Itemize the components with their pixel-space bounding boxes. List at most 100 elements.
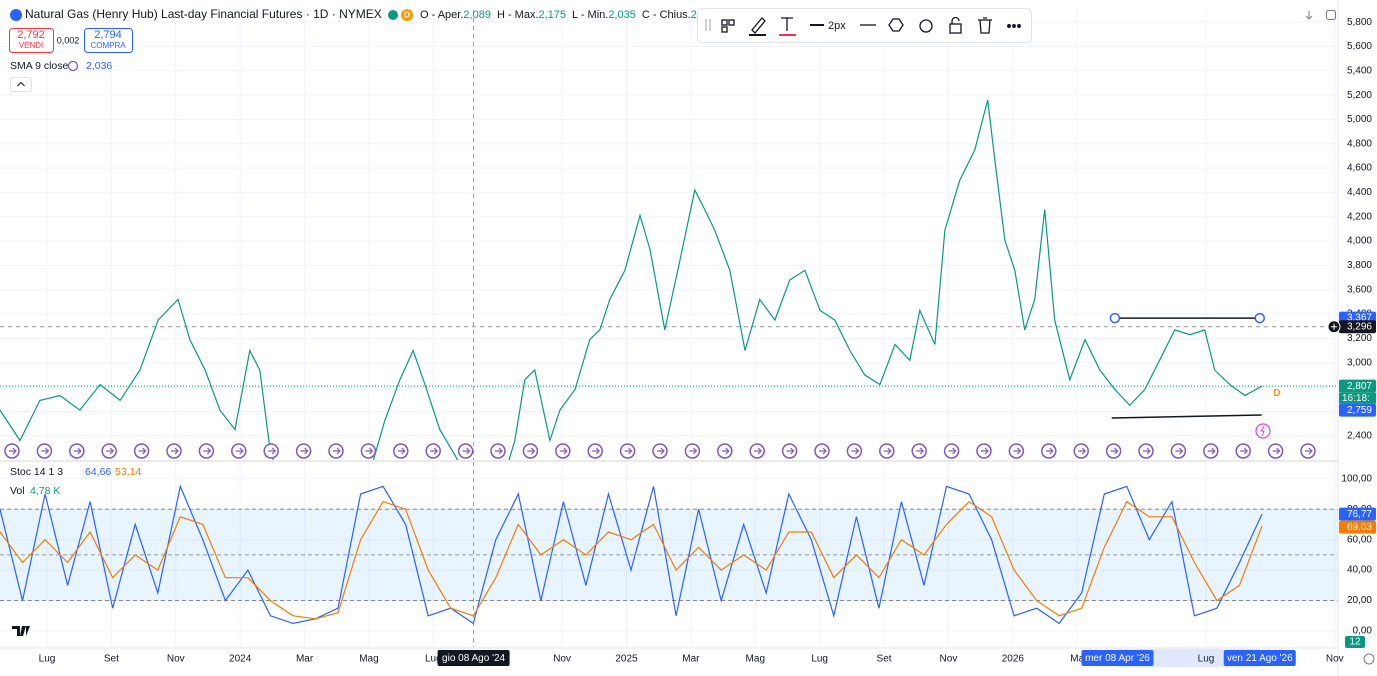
ohlc-name: C - Chius. [642,9,691,21]
interval-badge: D [404,11,410,20]
price-label-bg [1339,320,1376,334]
trend-line [1111,414,1262,419]
template-icon[interactable] [721,26,728,33]
x-tick-label: Nov [553,654,571,665]
lock-icon[interactable] [949,23,962,34]
y-tick-label: 5,200 [1347,90,1372,101]
sell-price[interactable]: 2,792 [17,29,45,41]
volume-name[interactable]: Vol [10,485,25,497]
lock-icon[interactable] [951,16,960,24]
countdown-bg [1339,392,1376,404]
y-tick-label: 0,00 [1353,626,1373,637]
fullscreen-icon[interactable] [1326,10,1336,20]
event-arrow [1045,447,1054,455]
x-tick-label: Lug [425,654,442,665]
event-arrow [106,447,115,455]
symbol-title[interactable]: Natural Gas (Henry Hub) Last-day Financi… [25,7,382,21]
event-arrow [721,447,730,455]
stoch-d-value: 53,14 [115,466,141,478]
stoch-name[interactable]: Stoc 14 1 3 [10,466,63,478]
template-icon[interactable] [728,19,735,26]
more-icon[interactable] [1012,24,1016,28]
event-arrow [1110,447,1119,455]
collapse-icon [17,81,25,87]
line-handle [1254,312,1266,324]
line-handle [1109,312,1121,324]
event-arrow [268,447,277,455]
time-label: mer 08 Apr '26 [1085,653,1150,664]
buy-button[interactable] [84,28,133,53]
volume-label-bg [1345,636,1365,648]
time-label-bg [437,650,510,666]
price-line [0,99,1262,460]
x-tick-label: Lug [39,654,56,665]
dividend-marker-bg [1271,387,1283,399]
event-arrow [9,447,17,455]
event-arrow [1143,447,1151,455]
sell-label[interactable]: VENDI [19,41,43,50]
x-tick-label: Mar [296,654,314,665]
y-tick-label: 3,200 [1347,333,1372,344]
y-tick-label: 20,00 [1347,595,1372,606]
price-label: 3,367 [1347,313,1372,324]
buy-price[interactable]: 2,794 [94,29,122,41]
event-arrow [916,447,925,455]
crosshair-plus-glyph [1331,323,1337,330]
price-label-bg [1339,520,1376,534]
x-tick-label: Ma [1070,654,1084,665]
event-arrow [624,447,633,455]
x-tick-label: Mag [359,654,378,665]
more-icon[interactable] [1017,24,1021,28]
lightning-glyph [1260,425,1265,437]
y-tick-label: 5,400 [1347,65,1372,76]
ohlc-name: O - Aper. [420,9,463,21]
price-pane [0,10,1338,460]
indicator-icon[interactable] [67,60,79,72]
event-arrow [657,447,665,455]
alert-icon[interactable] [919,19,933,33]
more-icon[interactable] [1007,24,1011,28]
event-arrow [689,447,698,455]
event-arrow [559,447,568,455]
dividend-marker: D [1273,388,1280,399]
x-tick-label: Mar [682,654,700,665]
toolbar-icons [705,16,1021,36]
volume-label: 12 [1349,637,1361,648]
event-arrow [397,447,406,455]
pencil-icon[interactable] [751,17,766,34]
settings-gear[interactable] [1363,653,1375,665]
text-icon[interactable] [781,17,793,31]
buy-label[interactable]: COMPRA [90,41,126,50]
scroll-icon[interactable] [1305,11,1313,20]
indicator-name[interactable]: SMA 9 close [10,60,69,72]
event-arrow [754,447,763,455]
collapse-button[interactable] [10,77,32,92]
ohlc-value: 2,175 [539,9,567,21]
y-tick-label: 4,800 [1347,138,1372,149]
event-arrow [73,447,82,455]
price-label: 3,296 [1347,321,1372,332]
y-tick-label: 2,400 [1347,430,1372,441]
sell-button[interactable] [9,28,54,53]
countdown: 16:18: [1342,393,1370,404]
template-icon[interactable] [721,19,728,26]
drag-handle[interactable] [705,19,711,31]
event-arrow [527,447,536,455]
logo [12,626,30,636]
y-tick-label: 3,800 [1347,260,1372,271]
x-tick-label: 2026 [1002,654,1025,665]
event-arrow [333,447,341,455]
settings-icon[interactable] [888,18,904,32]
y-tick-label: 60,00 [1347,534,1372,545]
delete-icon[interactable] [978,17,992,34]
x-tick-label: Mag [746,654,765,665]
volume-value: 4,78 K [30,485,60,497]
x-tick-label: Lug [1198,654,1215,665]
x-tick-label: Set [104,654,119,665]
event-arrow [1272,447,1281,455]
line-width-text[interactable]: 2px [828,20,846,32]
ohlc-value: 2,035 [608,9,636,21]
event-arrow [948,447,957,455]
symbol-icon[interactable] [10,9,22,21]
event-arrow [203,447,212,455]
